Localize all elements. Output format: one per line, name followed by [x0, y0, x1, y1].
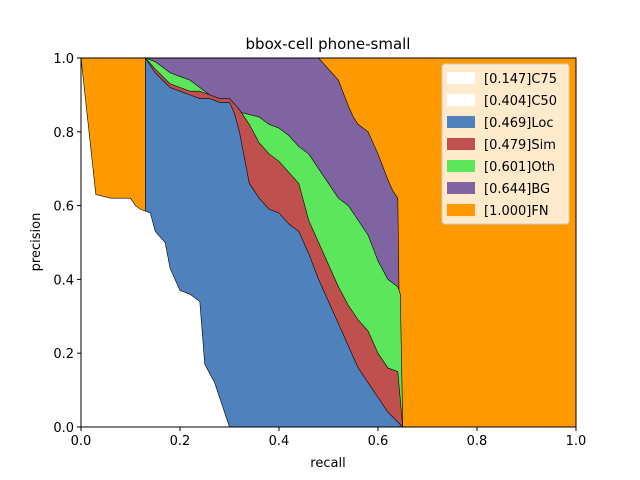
legend-swatch [447, 204, 475, 216]
x-tick-label: 0.8 [467, 434, 488, 449]
legend-swatch [447, 160, 475, 172]
x-axis-label: recall [310, 456, 345, 471]
area-series-5 [80, 57, 230, 428]
legend-label: [0.479]Sim [484, 138, 556, 153]
legend-swatch [447, 138, 475, 150]
chart-title: bbox-cell phone-small [246, 35, 411, 53]
legend-label: [0.404]C50 [484, 94, 557, 109]
y-axis-label: precision [29, 213, 44, 272]
y-tick-label: 0.6 [53, 200, 74, 215]
legend-swatch [447, 94, 475, 106]
legend: [0.147]C75 [0.404]C50 [0.469]Loc [0.479]Sim… [441, 63, 570, 225]
x-tick-label: 0.4 [269, 434, 290, 449]
legend-label: [0.147]C75 [484, 72, 557, 87]
legend-swatch [447, 116, 475, 128]
legend-swatch [447, 182, 475, 194]
x-tick-label: 0.0 [71, 434, 92, 449]
plot-frame [80, 57, 577, 428]
legend-label: [0.601]Oth [484, 160, 555, 175]
y-tick-label: 1.0 [53, 52, 74, 67]
y-tick-label: 0.4 [53, 273, 74, 288]
area-series-4 [145, 57, 404, 428]
legend-label: [1.000]FN [484, 204, 549, 219]
x-tick-label: 0.2 [170, 434, 191, 449]
y-tick-label: 0.2 [53, 347, 74, 362]
legend-swatch [447, 72, 475, 84]
legend-label: [0.469]Loc [484, 116, 553, 131]
x-tick-label: 1.0 [566, 434, 587, 449]
y-tick-label: 0.8 [53, 126, 74, 141]
x-tick-label: 0.6 [368, 434, 389, 449]
y-tick-label: 0.0 [53, 421, 74, 436]
axis-ticks: 0.0 0.2 0.4 0.6 0.8 1.0 0.0 0.2 0.4 0.6 0.8 1.0 [53, 52, 586, 449]
legend-label: [0.644]BG [484, 182, 550, 197]
